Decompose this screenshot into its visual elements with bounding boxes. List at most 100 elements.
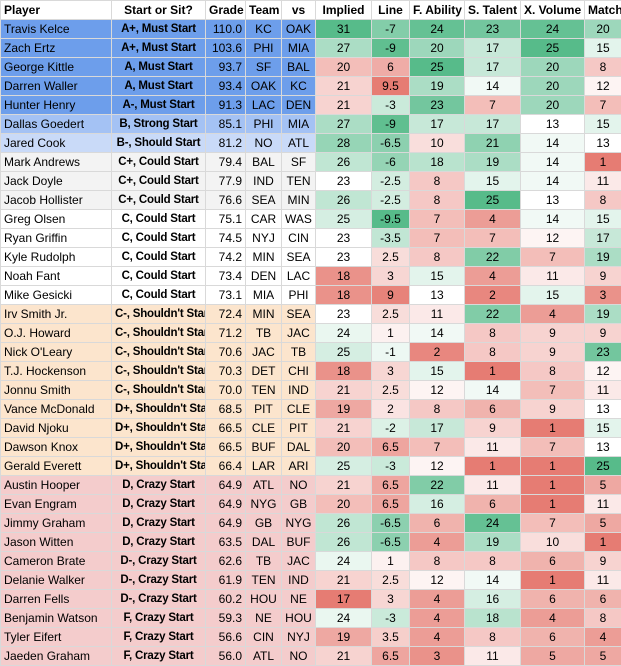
cell-grade: 77.9: [206, 172, 246, 191]
cell-matchup: 8: [585, 191, 621, 210]
cell-team: JAC: [246, 343, 282, 362]
cell-vs: JAC: [282, 324, 316, 343]
cell-player: Tyler Eifert: [1, 628, 112, 647]
cell-s-talent: 14: [465, 381, 521, 400]
cell-f-ability: 22: [410, 476, 465, 495]
cell-x-volume: 9: [521, 324, 585, 343]
cell-line: 3: [372, 267, 410, 286]
cell-grade: 56.6: [206, 628, 246, 647]
cell-line: -3: [372, 609, 410, 628]
cell-matchup: 12: [585, 77, 621, 96]
header-s-talent: S. Talent: [465, 1, 521, 20]
cell-grade: 66.5: [206, 438, 246, 457]
cell-line: 9.5: [372, 77, 410, 96]
cell-start-or-sit: D-, Crazy Start: [112, 571, 206, 590]
cell-matchup: 11: [585, 571, 621, 590]
cell-team: OAK: [246, 77, 282, 96]
cell-grade: 70.0: [206, 381, 246, 400]
cell-line: 6.5: [372, 495, 410, 514]
cell-matchup: 4: [585, 628, 621, 647]
cell-matchup: 5: [585, 514, 621, 533]
header-x-volume: X. Volume: [521, 1, 585, 20]
cell-s-talent: 7: [465, 229, 521, 248]
cell-team: GB: [246, 514, 282, 533]
cell-vs: DAL: [282, 438, 316, 457]
cell-line: -6: [372, 153, 410, 172]
cell-start-or-sit: C-, Shouldn't Start: [112, 362, 206, 381]
cell-vs: PIT: [282, 419, 316, 438]
cell-x-volume: 7: [521, 438, 585, 457]
cell-s-talent: 18: [465, 609, 521, 628]
cell-implied: 17: [316, 590, 372, 609]
cell-x-volume: 4: [521, 609, 585, 628]
cell-vs: SEA: [282, 248, 316, 267]
cell-line: 3: [372, 362, 410, 381]
cell-s-talent: 17: [465, 58, 521, 77]
cell-f-ability: 8: [410, 172, 465, 191]
cell-team: NO: [246, 134, 282, 153]
cell-team: CLE: [246, 419, 282, 438]
cell-vs: BUF: [282, 533, 316, 552]
cell-player: O.J. Howard: [1, 324, 112, 343]
cell-implied: 25: [316, 210, 372, 229]
cell-s-talent: 21: [465, 134, 521, 153]
cell-line: 2: [372, 400, 410, 419]
cell-team: HOU: [246, 590, 282, 609]
cell-s-talent: 4: [465, 267, 521, 286]
cell-x-volume: 8: [521, 362, 585, 381]
cell-vs: OAK: [282, 20, 316, 39]
cell-start-or-sit: A, Must Start: [112, 77, 206, 96]
cell-grade: 93.7: [206, 58, 246, 77]
cell-start-or-sit: D-, Crazy Start: [112, 552, 206, 571]
cell-vs: LAC: [282, 267, 316, 286]
cell-matchup: 20: [585, 20, 621, 39]
cell-vs: SEA: [282, 305, 316, 324]
cell-f-ability: 8: [410, 400, 465, 419]
cell-x-volume: 1: [521, 419, 585, 438]
cell-vs: BAL: [282, 58, 316, 77]
cell-f-ability: 16: [410, 495, 465, 514]
cell-s-talent: 6: [465, 400, 521, 419]
cell-f-ability: 13: [410, 286, 465, 305]
cell-team: TB: [246, 552, 282, 571]
header-implied: Implied: [316, 1, 372, 20]
cell-x-volume: 14: [521, 172, 585, 191]
cell-team: KC: [246, 20, 282, 39]
cell-f-ability: 20: [410, 39, 465, 58]
cell-player: Jared Cook: [1, 134, 112, 153]
cell-implied: 23: [316, 172, 372, 191]
cell-start-or-sit: D+, Shouldn't Start: [112, 400, 206, 419]
cell-line: -9: [372, 115, 410, 134]
cell-start-or-sit: C, Could Start: [112, 210, 206, 229]
cell-s-talent: 8: [465, 324, 521, 343]
cell-vs: TB: [282, 343, 316, 362]
cell-start-or-sit: A+, Must Start: [112, 39, 206, 58]
cell-implied: 18: [316, 362, 372, 381]
cell-vs: NYG: [282, 514, 316, 533]
cell-f-ability: 18: [410, 153, 465, 172]
cell-grade: 73.1: [206, 286, 246, 305]
cell-grade: 59.3: [206, 609, 246, 628]
cell-f-ability: 15: [410, 267, 465, 286]
cell-team: BAL: [246, 153, 282, 172]
cell-grade: 91.3: [206, 96, 246, 115]
cell-vs: GB: [282, 495, 316, 514]
cell-start-or-sit: F, Crazy Start: [112, 609, 206, 628]
cell-player: Jack Doyle: [1, 172, 112, 191]
cell-x-volume: 1: [521, 571, 585, 590]
cell-team: NYJ: [246, 229, 282, 248]
cell-vs: KC: [282, 77, 316, 96]
cell-team: CIN: [246, 628, 282, 647]
header-f-ability: F. Ability: [410, 1, 465, 20]
cell-implied: 18: [316, 267, 372, 286]
cell-start-or-sit: D+, Shouldn't Start: [112, 419, 206, 438]
cell-f-ability: 4: [410, 590, 465, 609]
